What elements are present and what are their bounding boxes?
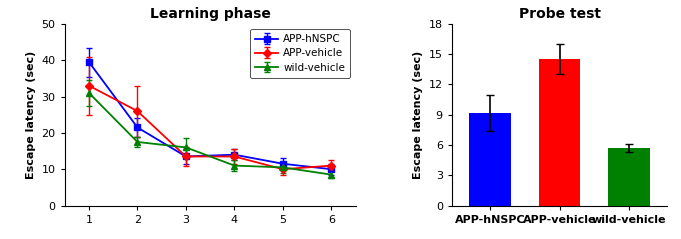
Title: Probe test: Probe test: [519, 7, 601, 21]
Y-axis label: Escape latency (sec): Escape latency (sec): [26, 51, 36, 179]
Title: Learning phase: Learning phase: [150, 7, 270, 21]
Bar: [539, 59, 580, 206]
Bar: [469, 113, 511, 206]
Bar: [608, 148, 650, 206]
Legend: APP-hNSPC, APP-vehicle, wild-vehicle: APP-hNSPC, APP-vehicle, wild-vehicle: [250, 29, 351, 78]
Y-axis label: Escape latency (sec): Escape latency (sec): [413, 51, 423, 179]
